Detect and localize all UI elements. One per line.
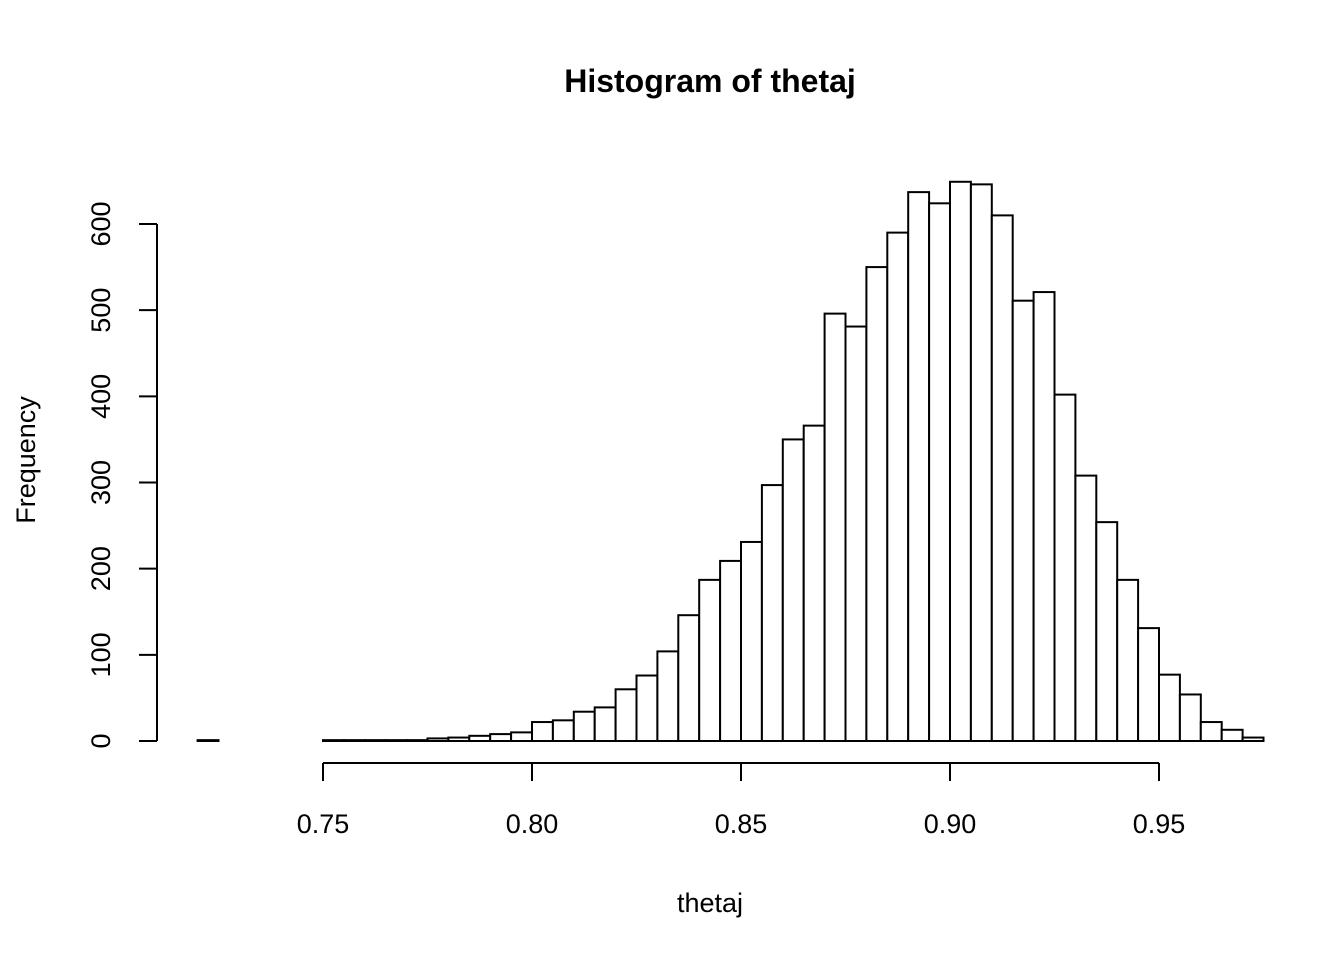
histogram-bar	[928, 202, 951, 742]
y-axis-label: Frequency	[11, 396, 41, 524]
histogram-bar	[802, 424, 826, 742]
histogram-bar	[865, 266, 889, 742]
x-tick-label: 0.75	[297, 809, 350, 839]
histogram-bar	[1074, 474, 1098, 742]
histogram-bar	[1158, 673, 1181, 743]
histogram-bar	[489, 733, 513, 743]
histogram-bar	[990, 214, 1014, 742]
y-tick-label: 600	[86, 201, 116, 246]
histogram-bar	[823, 312, 847, 742]
x-axis-label: thetaj	[677, 888, 743, 918]
histogram-bar	[969, 183, 993, 742]
histogram-bar	[531, 721, 554, 743]
y-tick-label: 0	[86, 733, 116, 748]
histogram-bar	[342, 739, 366, 742]
histogram-bar	[949, 180, 972, 743]
y-tick-label: 400	[86, 374, 116, 419]
histogram-bar	[781, 438, 805, 742]
histogram-bar	[1241, 736, 1265, 743]
histogram-bar	[572, 710, 596, 742]
histogram-bar	[1178, 693, 1202, 742]
histogram-bar	[1220, 728, 1244, 743]
histogram-bar	[447, 736, 471, 743]
x-tick-label: 0.80	[506, 809, 559, 839]
histogram-bar	[760, 484, 784, 742]
x-tick-label: 0.85	[715, 809, 768, 839]
x-axis: 0.75 0.80 0.85 0.90 0.95	[297, 762, 1186, 839]
histogram-bar	[698, 578, 722, 743]
histogram-bar	[656, 650, 680, 742]
histogram-bar	[426, 737, 450, 742]
histogram-bar	[405, 739, 429, 742]
histogram-bar	[635, 674, 659, 742]
histogram-bar	[593, 706, 617, 743]
histogram-bar	[551, 719, 575, 743]
histogram-bar	[468, 734, 492, 743]
x-tick-label: 0.90	[924, 809, 977, 839]
histogram-bar	[1116, 578, 1140, 743]
x-tick-label: 0.95	[1133, 809, 1186, 839]
histogram-bar	[510, 731, 534, 743]
histogram-bar	[363, 739, 387, 742]
histogram-bar	[844, 325, 868, 742]
histogram-bar	[196, 739, 220, 742]
histogram-bar	[1095, 521, 1119, 742]
histogram-bars	[196, 180, 1265, 743]
histogram-bar	[1199, 721, 1223, 743]
histogram-bar	[614, 688, 638, 742]
histogram-bar	[322, 739, 345, 742]
y-tick-label: 300	[86, 460, 116, 505]
histogram-bar	[384, 739, 408, 742]
histogram-bar	[740, 540, 763, 743]
histogram-bar	[1032, 291, 1056, 742]
histogram-bar	[1137, 627, 1160, 742]
y-tick-label: 200	[86, 546, 116, 591]
histogram-bar	[1053, 393, 1077, 742]
chart-title: Histogram of thetaj	[564, 63, 856, 99]
histogram-bar	[719, 559, 742, 743]
y-axis: 0 100 200 300 400 500 600	[86, 201, 158, 749]
histogram-bar	[907, 191, 931, 742]
histogram-bar	[1011, 299, 1035, 742]
y-tick-label: 500	[86, 288, 116, 333]
histogram-bar	[886, 231, 910, 742]
histogram-bar	[677, 614, 701, 742]
y-tick-label: 100	[86, 632, 116, 677]
